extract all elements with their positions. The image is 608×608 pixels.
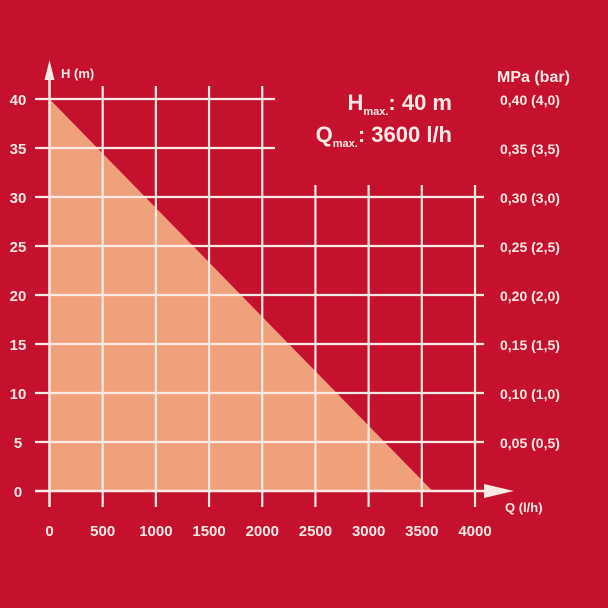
y2-tick-label: 0,15 (1,5)	[500, 337, 560, 353]
tick-labels: 0 5 10 15 20 25 30 35 40 0 500 1000 1500 2000 2500 3000…	[10, 92, 560, 540]
hmax-annotation: Hmax.: 40 m	[347, 90, 452, 118]
y-axis-label: H (m)	[61, 66, 94, 81]
grid	[35, 86, 484, 507]
x-tick-label: 1000	[139, 523, 172, 540]
y-tick-label: 20	[10, 288, 27, 305]
x-tick-label: 3500	[405, 523, 438, 540]
x-axis-arrow-icon	[484, 484, 514, 498]
y-tick-label: 30	[10, 190, 27, 207]
y2-axis-label: MPa (bar)	[497, 69, 570, 86]
x-tick-label: 2500	[299, 523, 332, 540]
y2-tick-label: 0,05 (0,5)	[500, 435, 560, 451]
x-tick-label: 3000	[352, 523, 385, 540]
y2-tick-label: 0,30 (3,0)	[500, 190, 560, 206]
y-tick-label: 5	[14, 435, 22, 452]
y-tick-label: 0	[14, 484, 22, 501]
y-tick-label: 40	[10, 92, 27, 109]
qmax-annotation: Qmax.: 3600 l/h	[316, 122, 452, 150]
y-tick-label: 10	[10, 386, 27, 403]
x-tick-label: 4000	[458, 523, 491, 540]
x-tick-label: 1500	[192, 523, 225, 540]
y-axis-arrow-icon	[44, 60, 55, 80]
y2-tick-label: 0,10 (1,0)	[500, 386, 560, 402]
y2-tick-label: 0,20 (2,0)	[500, 288, 560, 304]
y2-tick-label: 0,40 (4,0)	[500, 92, 560, 108]
x-tick-label: 2000	[246, 523, 279, 540]
y-tick-label: 15	[10, 337, 27, 354]
y2-tick-label: 0,25 (2,5)	[500, 239, 560, 255]
x-tick-label: 500	[90, 523, 115, 540]
x-axis-label: Q (l/h)	[505, 500, 543, 515]
y-tick-label: 35	[10, 141, 27, 158]
y-tick-label: 25	[10, 239, 27, 256]
x-tick-label: 0	[45, 523, 53, 540]
y2-tick-label: 0,35 (3,5)	[500, 141, 560, 157]
axes	[35, 60, 514, 507]
